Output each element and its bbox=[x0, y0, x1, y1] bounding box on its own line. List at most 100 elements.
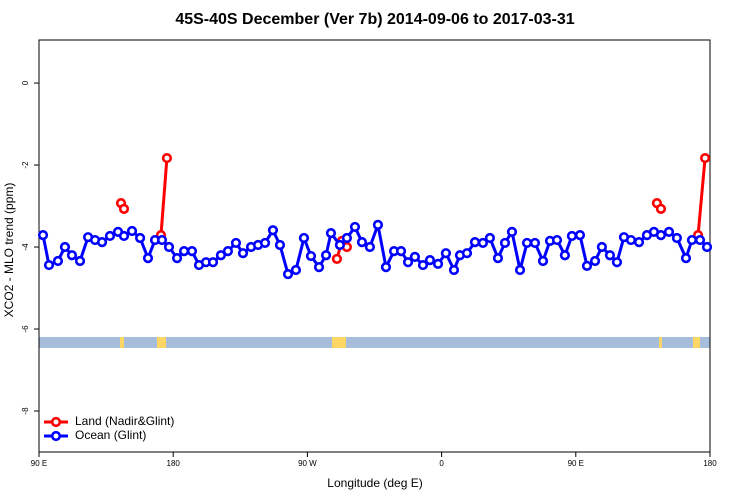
data-point bbox=[461, 248, 473, 259]
x-axis-label: Longitude (deg E) bbox=[327, 476, 422, 490]
data-point bbox=[566, 230, 578, 242]
data-point bbox=[611, 257, 623, 268]
y-axis-label: XCO2 - MLO trend (ppm) bbox=[2, 183, 16, 318]
data-point bbox=[402, 257, 414, 268]
data-point bbox=[325, 227, 337, 239]
legend-label: Land (Nadir&Glint) bbox=[75, 414, 174, 428]
data-point bbox=[380, 262, 392, 273]
y-tick-label: 0 bbox=[21, 80, 30, 85]
data-point bbox=[701, 241, 713, 253]
data-point bbox=[313, 262, 325, 273]
data-point bbox=[484, 232, 496, 244]
land-mask-strip bbox=[39, 337, 710, 348]
data-point bbox=[432, 258, 444, 269]
x-tick-label: 180 bbox=[703, 459, 717, 468]
legend-marker bbox=[50, 416, 62, 428]
data-point bbox=[161, 152, 173, 164]
data-point bbox=[156, 234, 168, 246]
data-point bbox=[514, 264, 526, 276]
series-line bbox=[41, 223, 709, 276]
data-point bbox=[440, 248, 452, 259]
data-point bbox=[395, 246, 407, 257]
data-point bbox=[171, 252, 183, 264]
data-point bbox=[96, 237, 108, 248]
data-point bbox=[290, 264, 302, 276]
data-point bbox=[448, 264, 460, 276]
data-point bbox=[574, 230, 586, 241]
data-point bbox=[74, 255, 86, 267]
y-tick-label: -8 bbox=[21, 407, 30, 415]
data-point bbox=[237, 248, 249, 259]
data-point bbox=[126, 225, 138, 237]
data-point bbox=[694, 234, 706, 246]
y-tick-label: -6 bbox=[21, 325, 30, 333]
x-tick-label: 0 bbox=[439, 459, 444, 468]
data-point bbox=[604, 250, 616, 261]
data-point bbox=[118, 230, 130, 242]
data-point bbox=[305, 250, 317, 262]
data-point bbox=[274, 239, 286, 251]
data-point bbox=[469, 237, 481, 248]
x-tick-label: 90 W bbox=[298, 459, 317, 468]
data-point bbox=[625, 234, 637, 246]
data-point bbox=[207, 257, 219, 268]
data-point bbox=[118, 203, 130, 214]
data-point bbox=[222, 246, 234, 257]
data-point bbox=[477, 237, 489, 249]
data-point bbox=[178, 246, 190, 257]
data-point bbox=[320, 250, 332, 261]
data-point bbox=[104, 230, 116, 242]
data-point bbox=[596, 241, 607, 253]
data-point bbox=[52, 255, 64, 267]
y-tick-label: -4 bbox=[21, 243, 30, 251]
data-point bbox=[655, 230, 667, 241]
data-point bbox=[671, 232, 682, 244]
data-point bbox=[417, 259, 429, 271]
data-point bbox=[663, 226, 675, 237]
data-point bbox=[537, 255, 549, 267]
data-point bbox=[551, 234, 563, 246]
data-point bbox=[267, 225, 279, 236]
data-point bbox=[349, 221, 361, 233]
data-point bbox=[43, 259, 55, 271]
data-point bbox=[66, 250, 78, 261]
series-line bbox=[119, 157, 707, 260]
data-point bbox=[655, 203, 667, 214]
data-point bbox=[680, 252, 692, 264]
data-point bbox=[633, 237, 645, 248]
legend-marker bbox=[50, 430, 62, 442]
data-point bbox=[686, 234, 698, 246]
data-point bbox=[334, 239, 346, 251]
data-point bbox=[492, 252, 504, 264]
chart-title: 45S-40S December (Ver 7b) 2014-09-06 to … bbox=[175, 11, 574, 28]
data-point bbox=[499, 237, 511, 249]
data-point bbox=[589, 255, 601, 267]
data-point bbox=[372, 219, 384, 230]
data-point bbox=[559, 250, 571, 261]
data-point bbox=[59, 241, 71, 253]
data-point bbox=[699, 152, 711, 164]
data-point bbox=[506, 226, 518, 237]
data-point bbox=[163, 241, 175, 253]
data-point bbox=[581, 260, 593, 271]
data-point bbox=[424, 255, 436, 266]
x-tick-label: 90 E bbox=[568, 459, 584, 468]
x-tick-label: 90 E bbox=[31, 459, 47, 468]
data-point bbox=[134, 232, 146, 244]
legend-label: Ocean (Glint) bbox=[75, 428, 146, 442]
data-point bbox=[282, 268, 294, 280]
data-point bbox=[529, 237, 541, 249]
data-point bbox=[37, 230, 49, 241]
x-tick-label: 180 bbox=[167, 459, 181, 468]
data-point bbox=[230, 237, 242, 249]
data-point bbox=[409, 251, 421, 262]
data-point bbox=[142, 252, 154, 264]
data-point bbox=[331, 253, 343, 265]
data-point bbox=[364, 241, 375, 253]
data-point bbox=[298, 232, 310, 244]
data-point bbox=[341, 232, 353, 244]
data-point bbox=[215, 250, 227, 261]
y-tick-label: -2 bbox=[21, 161, 30, 169]
data-point bbox=[356, 237, 368, 248]
